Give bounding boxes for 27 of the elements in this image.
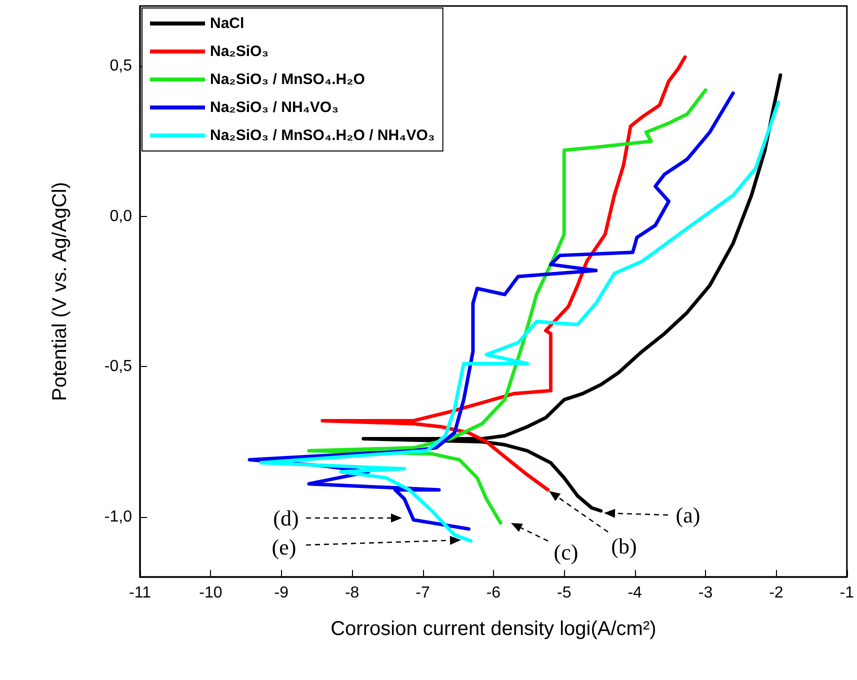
x-tick-label: -7: [416, 584, 430, 602]
annotation: (a): [676, 502, 700, 528]
x-tick-label: -6: [486, 584, 501, 602]
y-axis-title: Potential (V vs. Ag/AgCl): [49, 182, 71, 401]
annotation: (e): [272, 534, 296, 560]
legend-label: Na₂SiO₃: [210, 43, 269, 60]
legend-label: Na₂SiO₃ / NH₄VO₃: [210, 99, 339, 116]
y-tick-label: -1,0: [104, 508, 132, 526]
annotation: (c): [554, 540, 578, 564]
legend-label: Na₂SiO₃ / MnSO₄.H₂O: [210, 71, 366, 88]
x-tick-label: -10: [199, 584, 222, 602]
legend-label: Na₂SiO₃ / MnSO₄.H₂O / NH₄VO₃: [210, 127, 435, 144]
y-tick-label: 0,5: [110, 58, 132, 75]
x-tick-label: -8: [344, 584, 360, 602]
x-tick-label: -1: [840, 584, 854, 602]
x-tick-label: -4: [628, 584, 642, 602]
annotation: (b): [611, 534, 637, 558]
y-tick-label: 0,0: [110, 208, 132, 225]
x-tick-label: -3: [698, 584, 713, 602]
legend-label: NaCl: [210, 15, 244, 32]
x-tick-label: -5: [557, 584, 572, 602]
annotation: (d): [273, 506, 299, 530]
x-tick-label: -9: [274, 584, 289, 602]
y-tick-label: -0,5: [104, 358, 132, 376]
x-axis-title: Corrosion current density logi(A/cm²): [330, 618, 656, 640]
x-tick-label: -11: [129, 584, 152, 602]
x-tick-label: -2: [769, 584, 784, 602]
